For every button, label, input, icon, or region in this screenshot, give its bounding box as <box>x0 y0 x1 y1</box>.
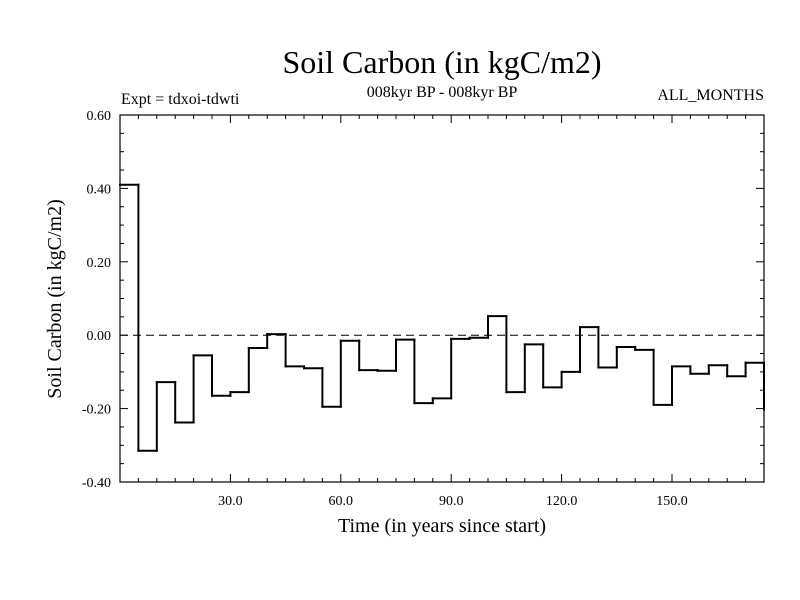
y-tick-label: 0.40 <box>87 182 112 197</box>
chart-title: Soil Carbon (in kgC/m2) <box>282 44 601 80</box>
axis-ticks <box>120 115 764 482</box>
y-tick-label: -0.20 <box>82 403 111 418</box>
y-tick-label: -0.40 <box>82 476 111 491</box>
y-tick-labels: -0.40 -0.20 0.00 0.20 0.40 0.60 <box>82 109 111 491</box>
x-tick-label: 60.0 <box>329 494 354 509</box>
plot-frame <box>119 114 765 483</box>
months-label: ALL_MONTHS <box>657 87 764 104</box>
x-tick-label: 90.0 <box>439 494 464 509</box>
x-tick-label: 120.0 <box>546 494 578 509</box>
y-axis-label: Soil Carbon (in kgC/m2) <box>44 199 66 398</box>
x-tick-label: 150.0 <box>656 494 688 509</box>
y-tick-label: 0.00 <box>87 329 112 344</box>
x-axis-label: Time (in years since start) <box>338 515 546 537</box>
experiment-label: Expt = tdxoi-tdwti <box>121 91 240 108</box>
chart-subtitle: 008kyr BP - 008kyr BP <box>367 84 518 101</box>
y-tick-label: 0.20 <box>87 256 112 271</box>
x-tick-labels: 30.0 60.0 90.0 120.0 150.0 <box>218 494 688 509</box>
x-tick-label: 30.0 <box>218 494 243 509</box>
y-tick-label: 0.60 <box>87 109 112 124</box>
